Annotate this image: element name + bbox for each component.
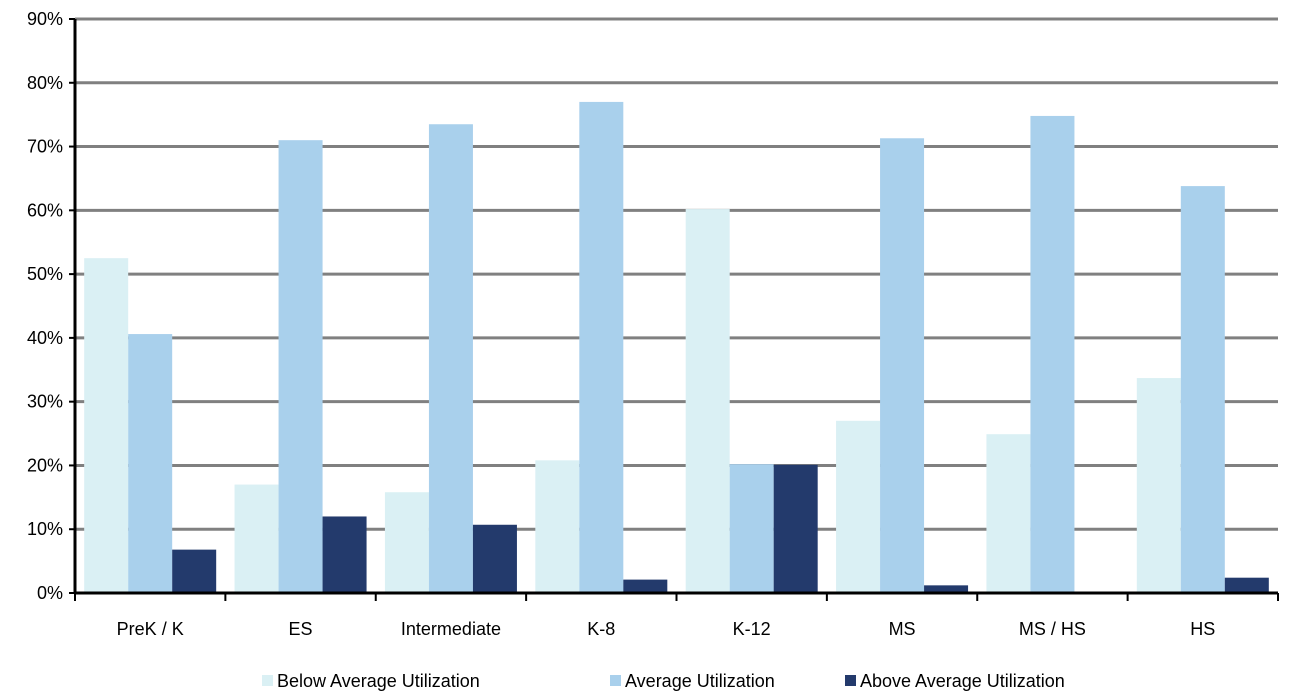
y-tick-label: 50% bbox=[27, 264, 63, 284]
x-tick-label: Intermediate bbox=[401, 619, 501, 639]
legend-swatch bbox=[262, 675, 273, 686]
bar bbox=[579, 101, 624, 594]
x-tick-label: K-12 bbox=[733, 619, 771, 639]
bar bbox=[1224, 577, 1269, 593]
bar bbox=[1030, 115, 1075, 593]
bar bbox=[623, 579, 668, 593]
bar bbox=[322, 516, 367, 593]
bars bbox=[84, 101, 1269, 594]
legend-swatch bbox=[845, 675, 856, 686]
legend-label: Average Utilization bbox=[625, 671, 775, 691]
bar bbox=[729, 464, 774, 593]
legend: Below Average Utilization Average Utiliza… bbox=[262, 671, 1065, 691]
x-tick-labels: PreK / K ES Intermediate K-8 K-12 MS MS / HS HS bbox=[117, 619, 1216, 639]
bar bbox=[278, 140, 323, 593]
bar bbox=[128, 334, 173, 593]
bar bbox=[172, 549, 217, 593]
y-tick-labels: 0% 10% 20% 30% 40% 50% 60% 70% 80% 90% bbox=[27, 9, 63, 603]
x-tick-label: ES bbox=[289, 619, 313, 639]
y-tick-label: 90% bbox=[27, 9, 63, 29]
gridlines bbox=[75, 17, 1278, 531]
legend-label: Below Average Utilization bbox=[277, 671, 480, 691]
bar bbox=[428, 124, 473, 593]
bar bbox=[836, 420, 881, 593]
bar bbox=[773, 464, 818, 593]
bar bbox=[84, 258, 129, 593]
bar bbox=[986, 434, 1031, 593]
y-tick-label: 40% bbox=[27, 328, 63, 348]
y-tick-label: 60% bbox=[27, 200, 63, 220]
axes bbox=[69, 18, 1279, 601]
x-tick-label: MS / HS bbox=[1019, 619, 1086, 639]
y-tick-label: 80% bbox=[27, 73, 63, 93]
bar bbox=[880, 138, 925, 593]
bar bbox=[685, 209, 730, 593]
x-tick-label: K-8 bbox=[587, 619, 615, 639]
legend-swatch bbox=[610, 675, 621, 686]
y-tick-label: 30% bbox=[27, 392, 63, 412]
y-tick-label: 20% bbox=[27, 455, 63, 475]
legend-label: Above Average Utilization bbox=[860, 671, 1065, 691]
y-tick-label: 70% bbox=[27, 137, 63, 157]
bar bbox=[535, 460, 580, 593]
bar bbox=[234, 484, 279, 593]
bar bbox=[1136, 378, 1181, 593]
bar bbox=[384, 492, 429, 593]
y-tick-label: 10% bbox=[27, 519, 63, 539]
bar bbox=[924, 585, 969, 593]
x-tick-label: MS bbox=[889, 619, 916, 639]
y-tick-label: 0% bbox=[37, 583, 63, 603]
x-tick-label: PreK / K bbox=[117, 619, 184, 639]
bar bbox=[472, 524, 517, 593]
x-tick-label: HS bbox=[1190, 619, 1215, 639]
bar bbox=[1180, 186, 1225, 593]
